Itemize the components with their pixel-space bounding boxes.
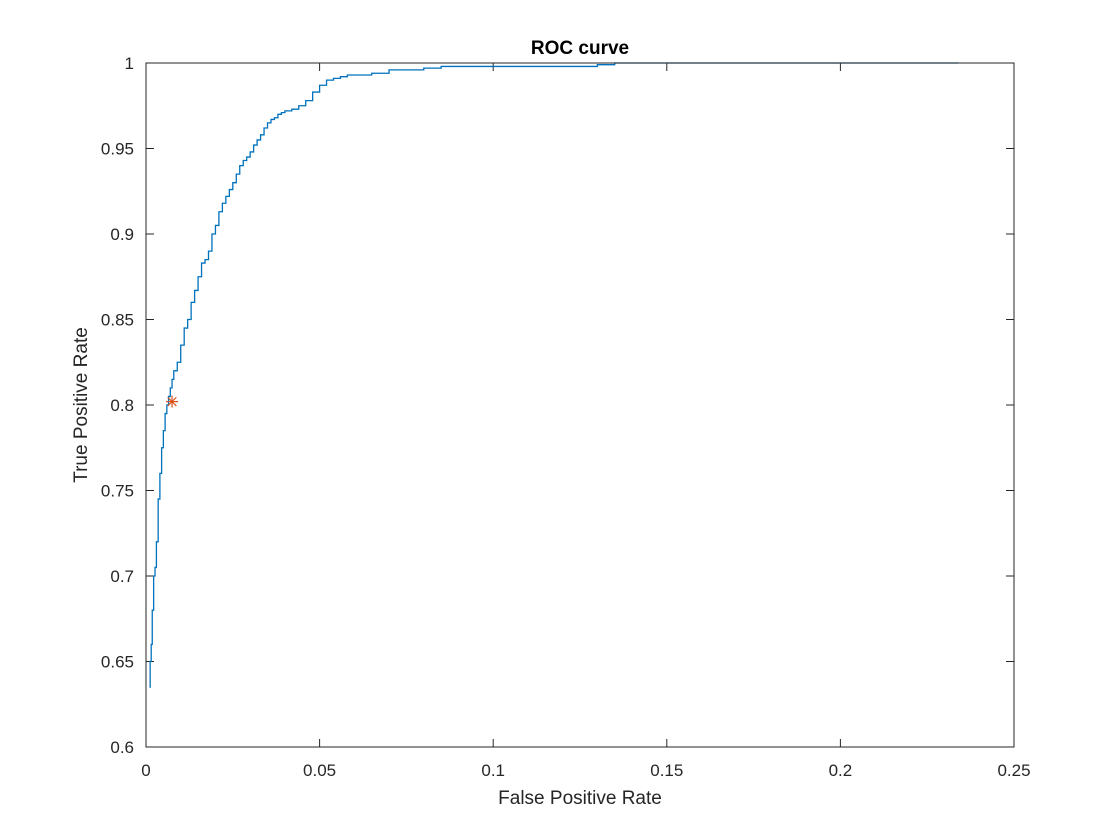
y-axis-label: True Positive Rate [71,327,92,483]
y-tick-label: 0.95 [101,140,134,159]
y-tick-label: 0.75 [101,482,134,501]
plot-area [146,63,1014,747]
y-tick-label: 0.9 [110,225,134,244]
y-tick-label: 0.6 [110,738,134,757]
chart-title: ROC curve [531,38,629,59]
x-tick-label: 0 [141,761,150,780]
x-axis-ticks: 0 0.05 0.1 0.15 0.2 0.25 [141,63,1031,780]
x-tick-label: 0.15 [650,761,683,780]
x-tick-label: 0.1 [481,761,505,780]
x-tick-label: 0.2 [829,761,853,780]
y-tick-label: 0.85 [101,311,134,330]
plot-box [145,62,1015,748]
x-tick-label: 0.05 [303,761,336,780]
operating-point-marker [166,395,179,408]
x-axis-label: False Positive Rate [498,788,662,809]
y-axis-ticks: 0.6 0.65 0.7 0.75 0.8 0.85 0.9 0.95 1 [101,54,1014,757]
y-tick-label: 0.65 [101,653,134,672]
markers-layer [166,395,179,408]
y-tick-label: 0.7 [110,567,134,586]
y-tick-label: 1 [125,54,134,73]
y-tick-label: 0.8 [110,396,134,415]
roc-curve-line [149,62,959,688]
x-tick-label: 0.25 [997,761,1030,780]
